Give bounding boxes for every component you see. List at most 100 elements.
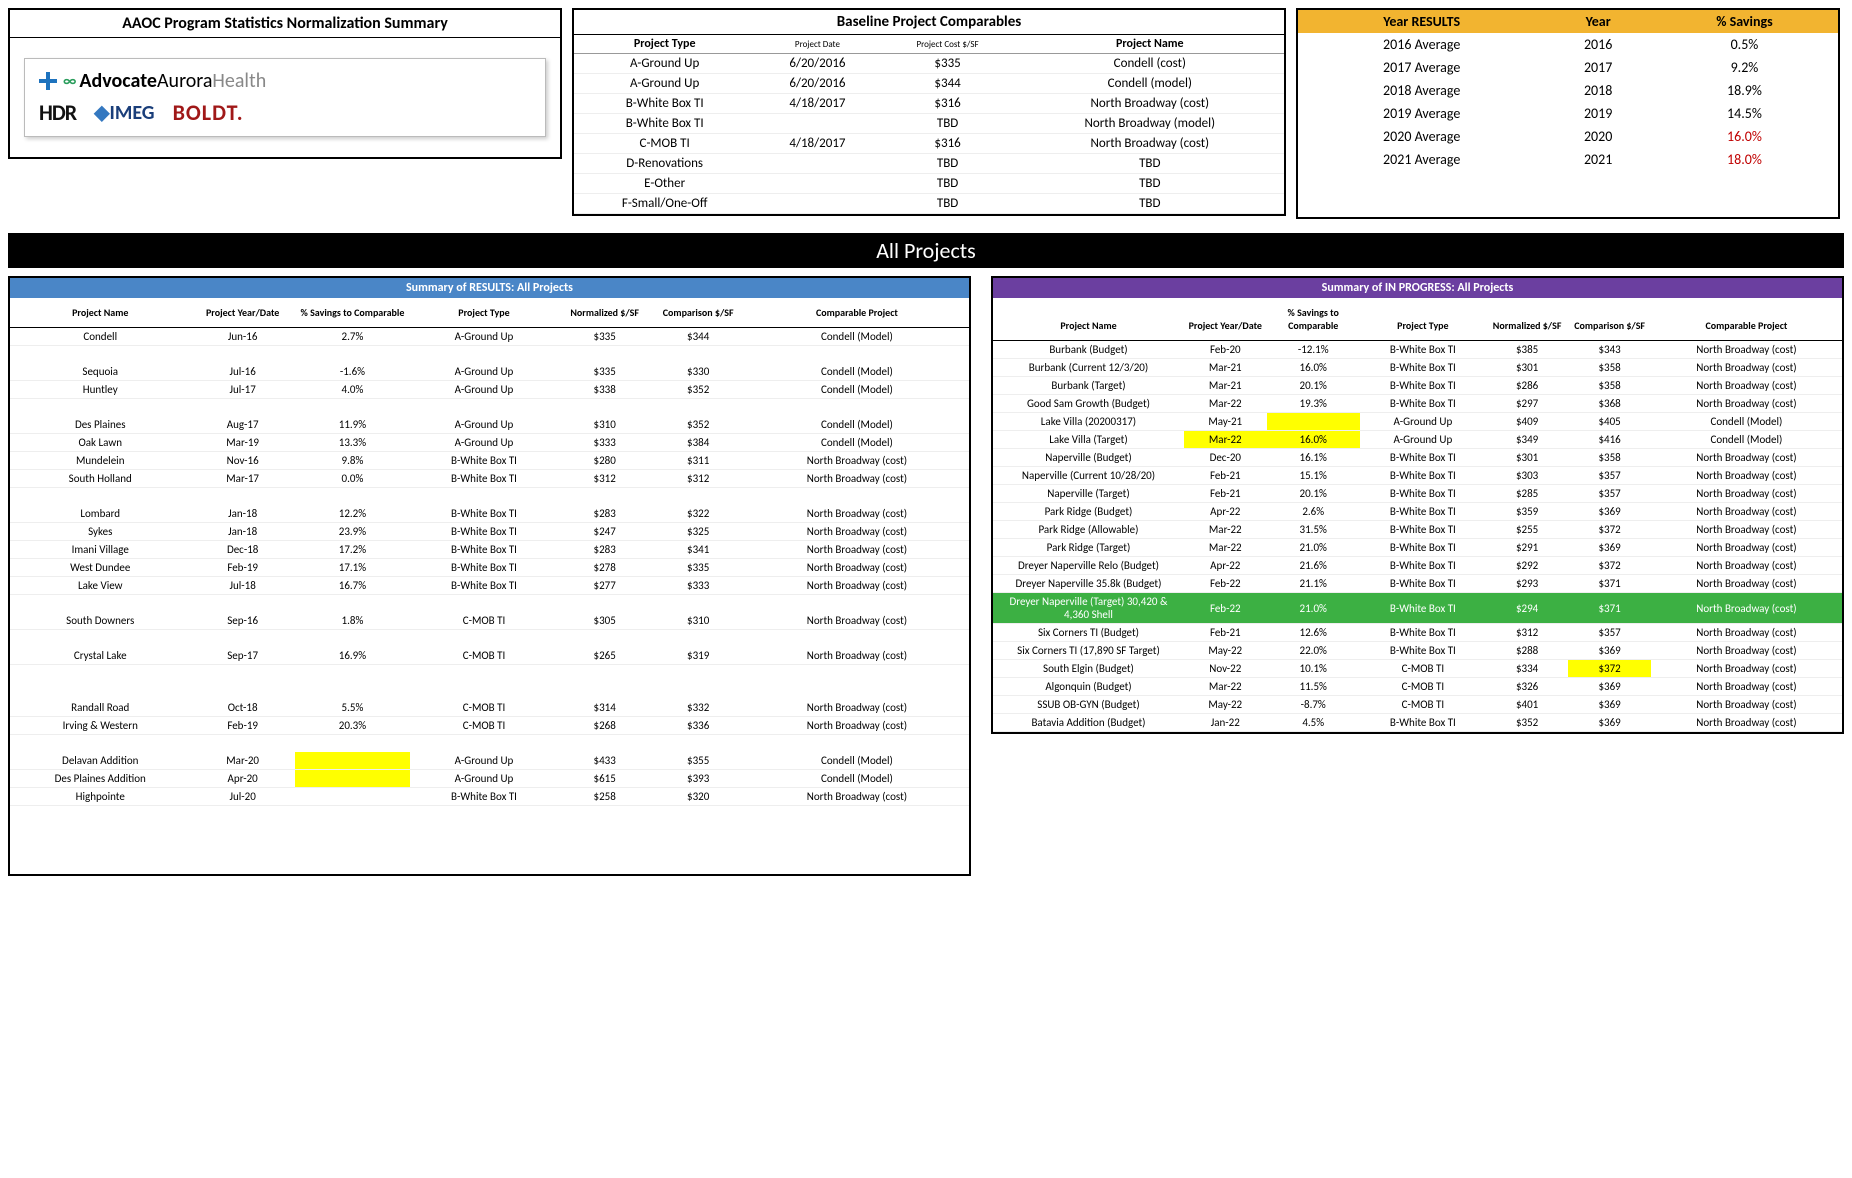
table-row: MundeleinNov-169.8%B-White Box TI$280$31… bbox=[10, 452, 969, 470]
baseline-row: A-Ground Up6/20/2016$344Condell (model) bbox=[574, 74, 1284, 94]
table-row: Crystal LakeSep-1716.9%C-MOB TI$265$319N… bbox=[10, 647, 969, 665]
baseline-row: B-White Box TI4/18/2017$316North Broadwa… bbox=[574, 94, 1284, 114]
results-summary-box: Summary of RESULTS: All Projects Project… bbox=[8, 276, 971, 876]
table-row: SSUB OB-GYN (Budget)May-22-8.7%C-MOB TI$… bbox=[993, 696, 1842, 714]
results-table: Project NameProject Year/Date% Savings t… bbox=[10, 298, 969, 874]
table-row: Lake ViewJul-1816.7%B-White Box TI$277$3… bbox=[10, 577, 969, 595]
summary-col-header: % Savings to Comparable bbox=[295, 298, 410, 328]
baseline-row: E-OtherTBDTBD bbox=[574, 174, 1284, 194]
table-row: Park Ridge (Budget)Apr-222.6%B-White Box… bbox=[993, 503, 1842, 521]
table-row: Des Plaines AdditionApr-20A-Ground Up$61… bbox=[10, 770, 969, 788]
baseline-title: Baseline Project Comparables bbox=[574, 10, 1284, 35]
table-row: Six Corners TI (Budget)Feb-2112.6%B-Whit… bbox=[993, 624, 1842, 642]
table-row bbox=[10, 399, 969, 417]
year-col-header: % Savings bbox=[1651, 10, 1838, 33]
table-row: HighpointeJul-20B-White Box TI$258$320No… bbox=[10, 788, 969, 806]
summary-col-header: Normalized $/SF bbox=[1486, 298, 1569, 341]
year-col-header: Year bbox=[1545, 10, 1651, 33]
table-row bbox=[10, 823, 969, 840]
table-row: South Elgin (Budget)Nov-2210.1%C-MOB TI$… bbox=[993, 660, 1842, 678]
summary-col-header: Project Year/Date bbox=[190, 298, 294, 328]
table-row: Oak LawnMar-1913.3%A-Ground Up$333$384Co… bbox=[10, 434, 969, 452]
table-row: Delavan AdditionMar-20A-Ground Up$433$35… bbox=[10, 752, 969, 770]
baseline-table: Project TypeProject DateProject Cost $/S… bbox=[574, 35, 1284, 214]
summary-col-header: Normalized $/SF bbox=[558, 298, 652, 328]
summary-col-header: Comparison $/SF bbox=[651, 298, 745, 328]
results-title: Summary of RESULTS: All Projects bbox=[10, 278, 969, 298]
year-row: 2018 Average201818.9% bbox=[1298, 79, 1838, 102]
aaoc-box: AAOC Program Statistics Normalization Su… bbox=[8, 8, 562, 159]
imeg-logo: ◆IMEG bbox=[94, 100, 154, 125]
inprogress-summary-box: Summary of IN PROGRESS: All Projects Pro… bbox=[991, 276, 1844, 734]
table-row bbox=[10, 630, 969, 648]
table-row bbox=[10, 735, 969, 753]
table-row: Burbank (Budget)Feb-20-12.1%B-White Box … bbox=[993, 341, 1842, 359]
table-row: Des PlainesAug-1711.9%A-Ground Up$310$35… bbox=[10, 416, 969, 434]
summary-col-header: Comparison $/SF bbox=[1568, 298, 1651, 341]
table-row: Imani VillageDec-1817.2%B-White Box TI$2… bbox=[10, 541, 969, 559]
table-row: Good Sam Growth (Budget)Mar-2219.3%B-Whi… bbox=[993, 395, 1842, 413]
plus-icon bbox=[39, 72, 57, 90]
table-row: CondellJun-162.7%A-Ground Up$335$344Cond… bbox=[10, 328, 969, 346]
table-row: Burbank (Target)Mar-2120.1%B-White Box T… bbox=[993, 377, 1842, 395]
table-row bbox=[10, 488, 969, 506]
table-row: Burbank (Current 12/3/20)Mar-2116.0%B-Wh… bbox=[993, 359, 1842, 377]
table-row: Dreyer Naperville 35.8k (Budget)Feb-2221… bbox=[993, 575, 1842, 593]
baseline-row: B-White Box TITBDNorth Broadway (model) bbox=[574, 114, 1284, 134]
table-row: West DundeeFeb-1917.1%B-White Box TI$278… bbox=[10, 559, 969, 577]
inprogress-table: Project NameProject Year/Date% Savings t… bbox=[993, 298, 1842, 732]
baseline-row: F-Small/One-OffTBDTBD bbox=[574, 194, 1284, 214]
table-row: Dreyer Naperville (Target) 30,420 & 4,36… bbox=[993, 593, 1842, 624]
summary-col-header: Project Year/Date bbox=[1184, 298, 1267, 341]
summary-col-header: Comparable Project bbox=[1651, 298, 1842, 341]
year-row: 2020 Average202016.0% bbox=[1298, 125, 1838, 148]
year-row: 2021 Average202118.0% bbox=[1298, 148, 1838, 171]
table-row: South HollandMar-170.0%B-White Box TI$31… bbox=[10, 470, 969, 488]
hdr-logo: HDR bbox=[39, 99, 76, 126]
table-row: Irving & WesternFeb-1920.3%C-MOB TI$268$… bbox=[10, 717, 969, 735]
table-row: Six Corners TI (17,890 SF Target)May-222… bbox=[993, 642, 1842, 660]
table-row bbox=[10, 346, 969, 364]
table-row: Lake Villa (20200317)May-21A-Ground Up$4… bbox=[993, 413, 1842, 431]
table-row: SequoiaJul-16-1.6%A-Ground Up$335$330Con… bbox=[10, 363, 969, 381]
table-row: SykesJan-1823.9%B-White Box TI$247$325No… bbox=[10, 523, 969, 541]
table-row: Lake Villa (Target)Mar-2216.0%A-Ground U… bbox=[993, 431, 1842, 449]
table-row bbox=[10, 857, 969, 874]
baseline-col-header: Project Cost $/SF bbox=[880, 35, 1016, 54]
table-row: Batavia Addition (Budget)Jan-224.5%B-Whi… bbox=[993, 714, 1842, 732]
table-row: HuntleyJul-174.0%A-Ground Up$338$352Cond… bbox=[10, 381, 969, 399]
aah-logo-text: AdvocateAuroraHealth bbox=[79, 69, 266, 93]
summary-col-header: Project Name bbox=[10, 298, 190, 328]
table-row: LombardJan-1812.2%B-White Box TI$283$322… bbox=[10, 505, 969, 523]
table-row: Randall RoadOct-185.5%C-MOB TI$314$332No… bbox=[10, 699, 969, 717]
baseline-box: Baseline Project Comparables Project Typ… bbox=[572, 8, 1286, 216]
baseline-col-header: Project Type bbox=[574, 35, 755, 54]
baseline-col-header: Project Date bbox=[755, 35, 879, 54]
summary-col-header: % Savings to Comparable bbox=[1267, 298, 1360, 341]
year-results-table: Year RESULTSYear% Savings 2016 Average20… bbox=[1298, 10, 1838, 217]
logo-area: ∞ AdvocateAuroraHealth HDR ◆IMEG BOLDT. bbox=[10, 38, 560, 157]
table-row: Dreyer Naperville Relo (Budget)Apr-2221.… bbox=[993, 557, 1842, 575]
baseline-row: C-MOB TI4/18/2017$316North Broadway (cos… bbox=[574, 134, 1284, 154]
table-row bbox=[10, 840, 969, 857]
table-row: Naperville (Current 10/28/20)Feb-2115.1%… bbox=[993, 467, 1842, 485]
table-row: South DownersSep-161.8%C-MOB TI$305$310N… bbox=[10, 612, 969, 630]
summary-col-header: Project Type bbox=[1360, 298, 1486, 341]
baseline-row: D-RenovationsTBDTBD bbox=[574, 154, 1284, 174]
table-row bbox=[10, 595, 969, 613]
table-row: Naperville (Target)Feb-2120.1%B-White Bo… bbox=[993, 485, 1842, 503]
all-projects-banner: All Projects bbox=[8, 233, 1844, 268]
summary-col-header: Project Type bbox=[410, 298, 558, 328]
table-row: Park Ridge (Target)Mar-2221.0%B-White Bo… bbox=[993, 539, 1842, 557]
year-row: 2016 Average20160.5% bbox=[1298, 33, 1838, 56]
inprogress-title: Summary of IN PROGRESS: All Projects bbox=[993, 278, 1842, 298]
infinity-icon: ∞ bbox=[63, 72, 73, 91]
baseline-row: A-Ground Up6/20/2016$335Condell (cost) bbox=[574, 54, 1284, 74]
year-row: 2019 Average201914.5% bbox=[1298, 102, 1838, 125]
table-row: Park Ridge (Allowable)Mar-2231.5%B-White… bbox=[993, 521, 1842, 539]
year-results-box: Year RESULTSYear% Savings 2016 Average20… bbox=[1296, 8, 1840, 219]
table-row: Naperville (Budget)Dec-2016.1%B-White Bo… bbox=[993, 449, 1842, 467]
baseline-col-header: Project Name bbox=[1016, 35, 1284, 54]
aaoc-title: AAOC Program Statistics Normalization Su… bbox=[10, 10, 560, 38]
year-row: 2017 Average20179.2% bbox=[1298, 56, 1838, 79]
